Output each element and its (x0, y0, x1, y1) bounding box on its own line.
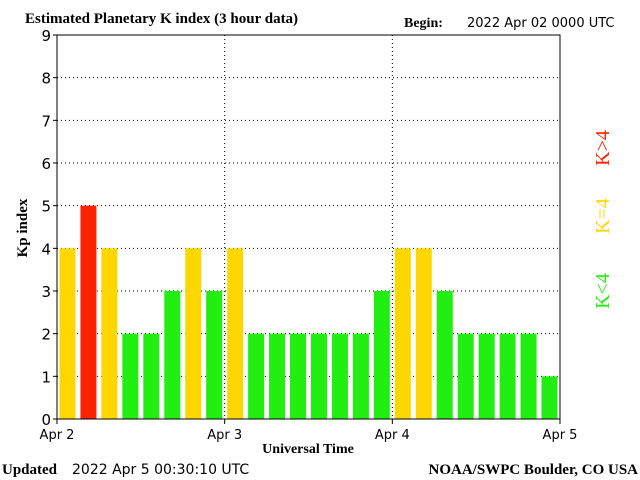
y-tick-label: 2 (41, 326, 51, 344)
kp-bar (310, 333, 327, 419)
kp-bar (541, 376, 558, 419)
x-tick-label: Apr 3 (207, 428, 242, 443)
kp-bar (373, 291, 390, 419)
kp-bar (478, 333, 495, 419)
updated-value: 2022 Apr 5 00:30:10 UTC (72, 462, 249, 478)
kp-bar (164, 291, 181, 419)
y-tick-label: 8 (41, 70, 51, 88)
grid-layer (57, 34, 560, 419)
kp-bar (394, 248, 411, 419)
legend-k-eq4: K=4 (592, 198, 614, 234)
y-tick-label: 5 (41, 198, 51, 216)
chart-title: Estimated Planetary K index (3 hour data… (25, 11, 298, 27)
begin-label: Begin: (404, 16, 443, 31)
begin-value: 2022 Apr 02 0000 UTC (467, 16, 615, 31)
plot-frame (56, 34, 561, 420)
x-tick-label: Apr 4 (375, 428, 410, 443)
axis-layer: 0 1 2 3 4 5 6 7 8 9 Apr 2 Apr 3 Apr 4 Apr 5 (40, 27, 578, 443)
y-tick-label: 7 (41, 112, 51, 130)
x-tick-label: Apr 5 (543, 428, 578, 443)
kp-bar (185, 248, 202, 419)
y-tick-label: 0 (41, 411, 51, 429)
kp-bar (520, 333, 537, 419)
y-tick-label: 4 (41, 240, 51, 258)
legend-k-gt4: K>4 (592, 130, 614, 166)
y-tick-label: 6 (41, 155, 51, 173)
kp-bar (248, 333, 265, 419)
kp-bar (436, 291, 453, 419)
y-tick-label: 1 (41, 368, 51, 386)
x-tick-label: Apr 2 (40, 428, 75, 443)
y-axis-label: Kp index (15, 198, 31, 257)
kp-bar (206, 291, 223, 419)
y-tick-label: 9 (41, 27, 51, 45)
kp-bar (269, 333, 286, 419)
kp-bar (457, 333, 474, 419)
source-credit: NOAA/SWPC Boulder, CO USA (429, 462, 639, 478)
kp-bar (352, 333, 369, 419)
kp-bar (415, 248, 432, 419)
kp-bar (499, 333, 516, 419)
kp-bar (290, 333, 307, 419)
x-axis-label: Universal Time (262, 442, 354, 457)
kp-bar (80, 205, 97, 419)
kp-bar (59, 248, 76, 419)
bar-layer (59, 205, 558, 419)
y-tick-label: 3 (41, 283, 51, 301)
kp-bar (143, 333, 160, 419)
kp-bar (122, 333, 139, 419)
kp-bar (227, 248, 244, 419)
kp-bar (331, 333, 348, 419)
kp-bar (101, 248, 118, 419)
legend-k-lt4: K<4 (592, 273, 614, 309)
updated-label: Updated (2, 462, 58, 478)
